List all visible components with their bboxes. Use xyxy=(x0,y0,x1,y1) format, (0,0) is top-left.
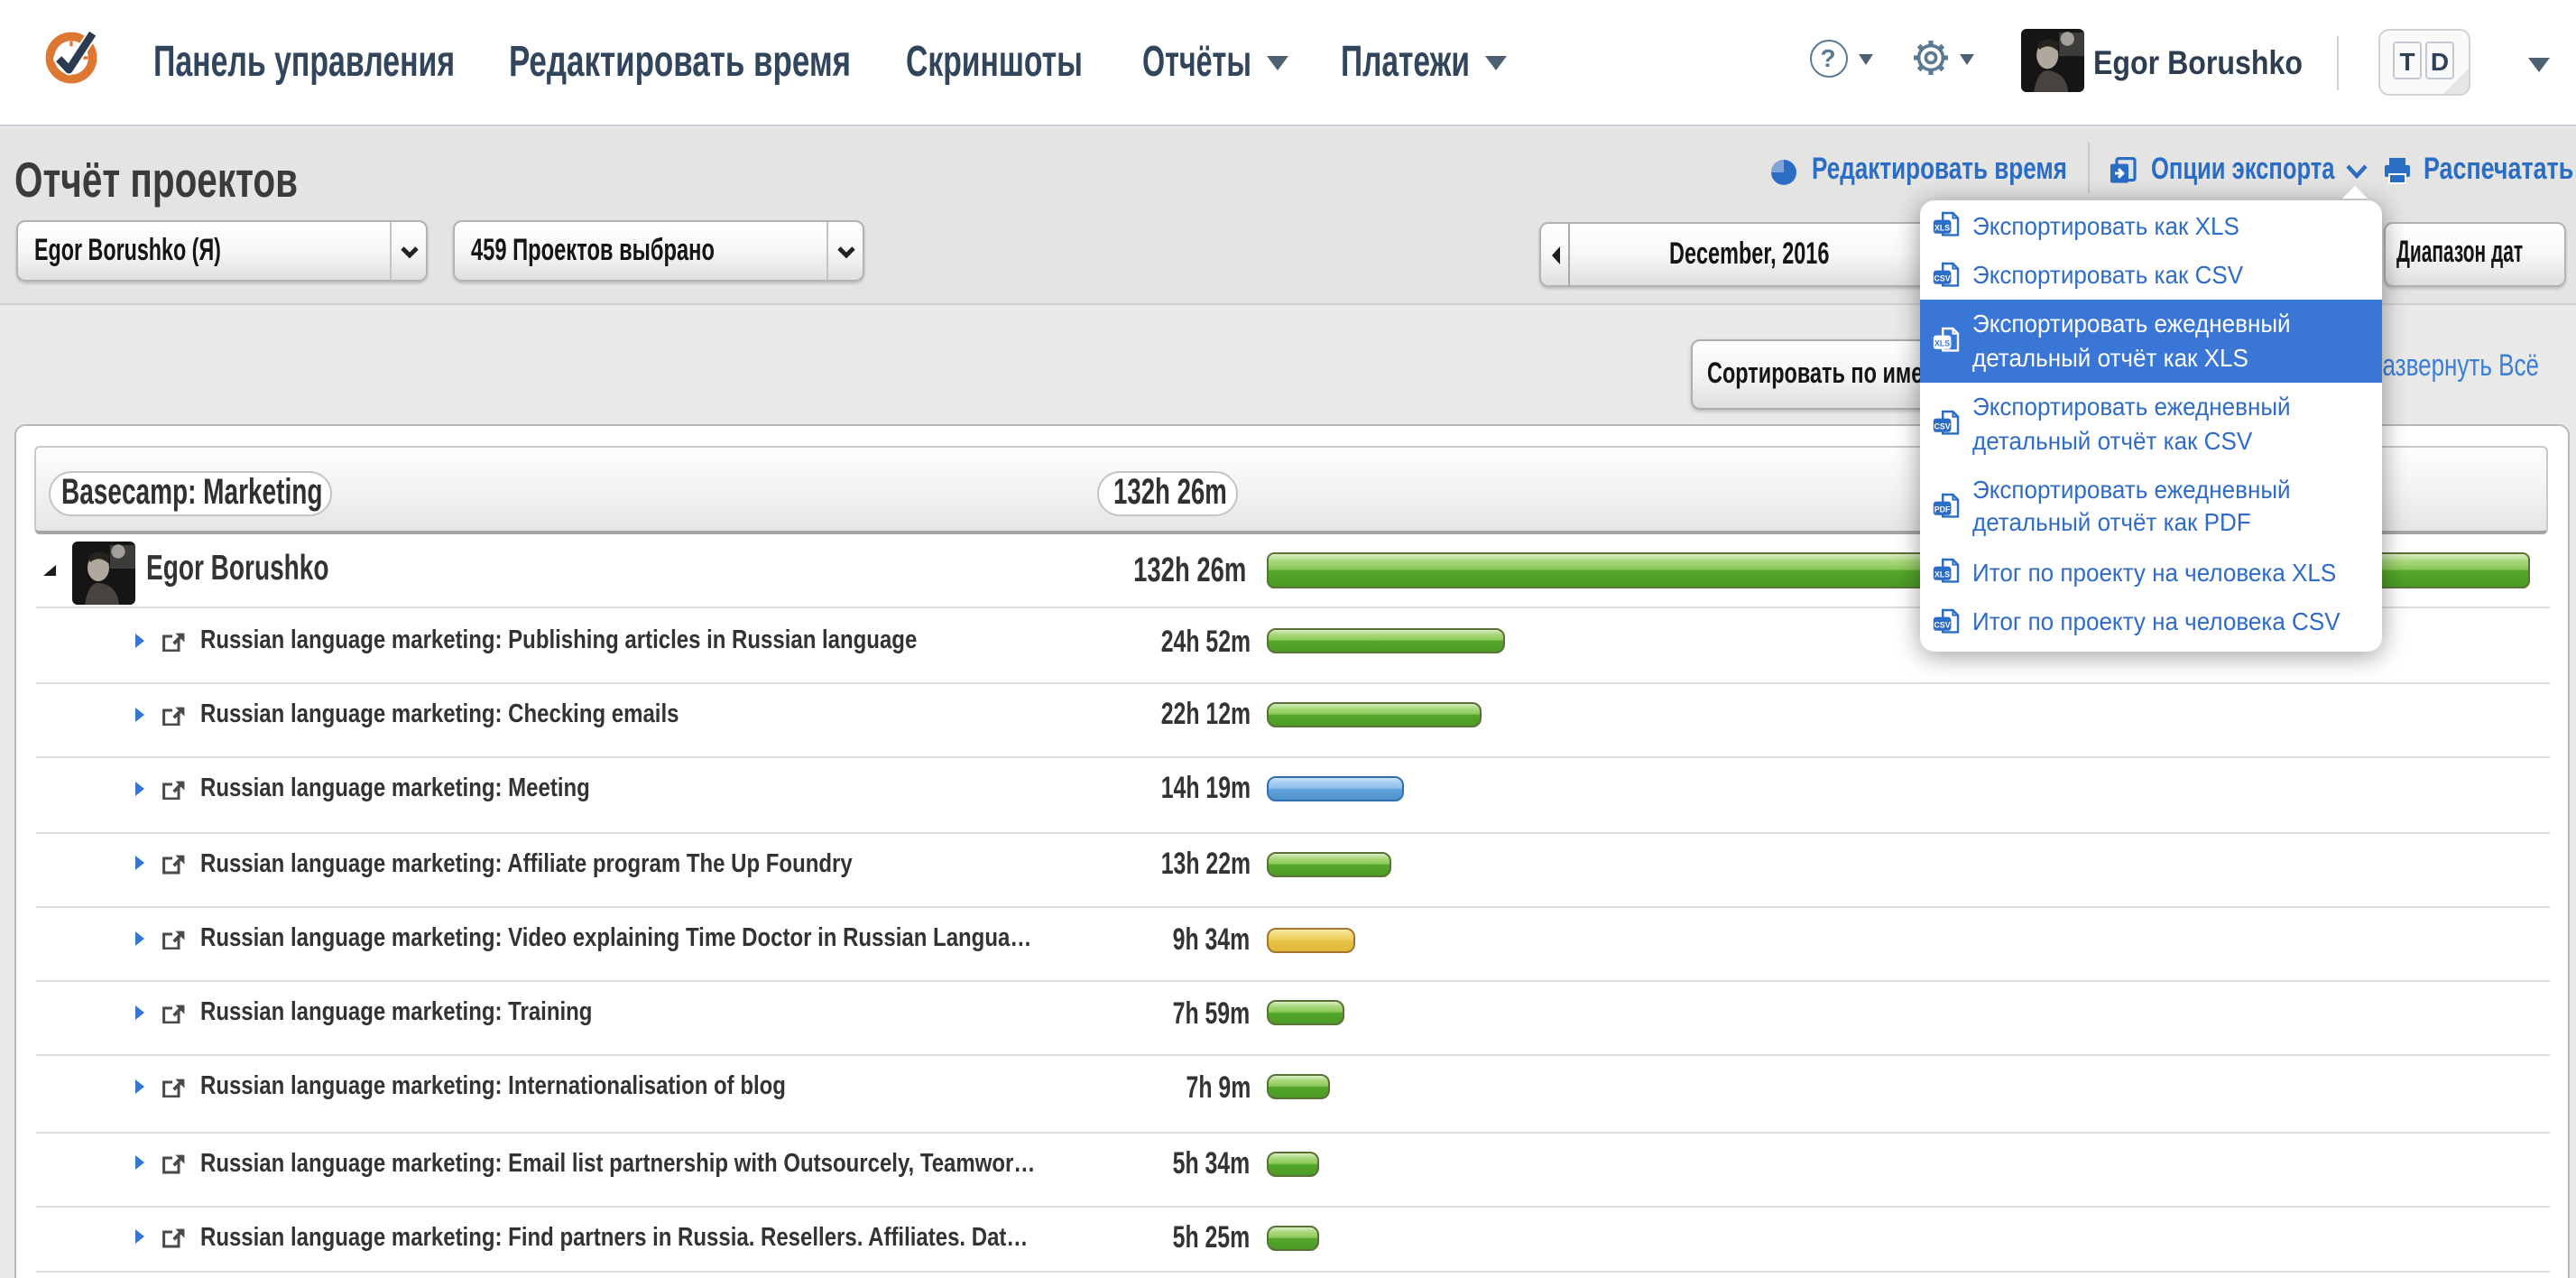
svg-text:XLS: XLS xyxy=(1934,339,1950,348)
svg-text:PDF: PDF xyxy=(1934,505,1950,514)
svg-text:CSV: CSV xyxy=(1934,421,1950,431)
svg-text:XLS: XLS xyxy=(1934,224,1950,233)
svg-text:CSV: CSV xyxy=(1934,620,1950,629)
svg-text:XLS: XLS xyxy=(1934,570,1950,579)
svg-text:CSV: CSV xyxy=(1934,273,1950,282)
